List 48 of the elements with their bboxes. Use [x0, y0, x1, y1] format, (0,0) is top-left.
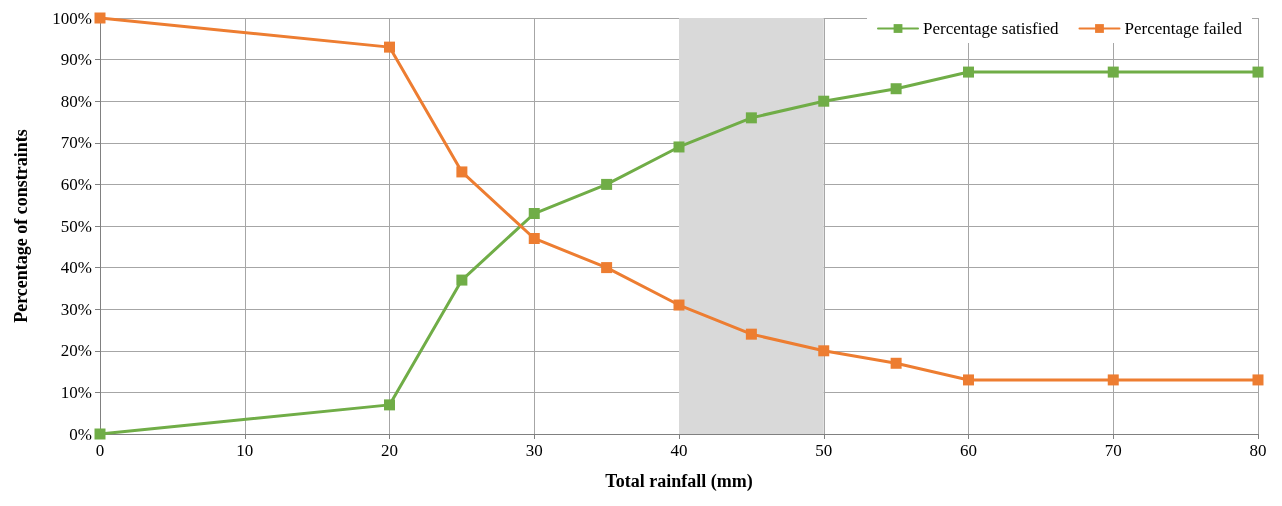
point — [528, 208, 540, 220]
point — [818, 95, 830, 107]
y-tick-label: 40% — [60, 258, 92, 278]
y-axis-title: Percentage of constraints — [11, 129, 31, 323]
point — [456, 166, 468, 178]
x-tick-label: 20 — [381, 441, 398, 460]
point — [673, 141, 685, 153]
point — [528, 232, 540, 244]
point — [673, 299, 685, 311]
x-tick-label: 40 — [670, 441, 688, 460]
x-tick-label: 0 — [95, 441, 105, 460]
y-tick-label: 0% — [69, 424, 92, 444]
point — [890, 83, 902, 95]
x-tick-label: 10 — [236, 441, 254, 460]
x-tick-label: 30 — [525, 441, 543, 460]
point — [1252, 374, 1264, 386]
point — [963, 374, 974, 386]
point — [890, 357, 902, 369]
point — [963, 66, 974, 78]
point — [1107, 66, 1119, 78]
point — [94, 428, 106, 440]
x-axis-title: Total rainfall (mm) — [605, 471, 753, 492]
y-tick-label: 10% — [60, 382, 92, 402]
point — [1107, 374, 1119, 386]
x-tick-label: 80 — [1249, 441, 1267, 460]
point — [745, 328, 757, 340]
point — [384, 399, 395, 411]
point — [601, 262, 613, 274]
point — [745, 112, 757, 124]
x-tick-label: 50 — [815, 441, 833, 460]
y-tick-label: 100% — [52, 8, 92, 28]
x-tick-label: 60 — [960, 441, 977, 460]
point — [601, 178, 613, 190]
y-tick-label: 80% — [60, 91, 92, 111]
y-tick-label: 30% — [60, 299, 92, 319]
y-tick-label: 20% — [60, 341, 92, 361]
y-tick-label: 70% — [60, 133, 92, 153]
y-tick-label: 90% — [60, 50, 92, 70]
x-tick-label: 70 — [1104, 441, 1122, 460]
point — [818, 345, 830, 357]
point — [384, 41, 395, 53]
legend-label: Percentage failed — [1124, 19, 1243, 38]
legend-label: Percentage satisfied — [923, 19, 1059, 38]
point — [1252, 66, 1264, 78]
y-tick-label: 50% — [60, 216, 92, 236]
point — [94, 12, 106, 24]
y-tick-label: 60% — [60, 174, 92, 194]
point — [456, 274, 468, 286]
